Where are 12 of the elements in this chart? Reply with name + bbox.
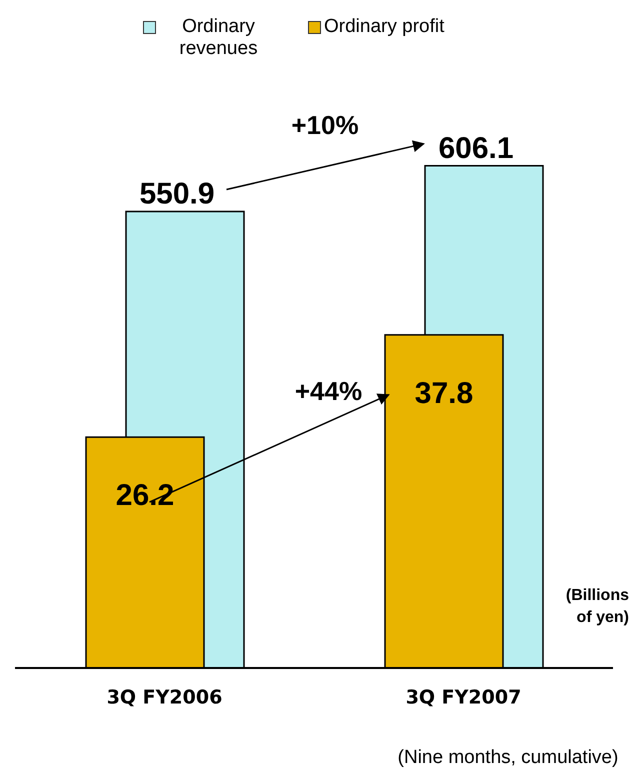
- annotation: +44%: [294, 376, 362, 406]
- text: +10%: [291, 110, 359, 140]
- data-label: 37.8: [414, 376, 474, 410]
- text: (Nine months, cumulative): [398, 747, 618, 768]
- data-label: 606.1: [438, 132, 514, 165]
- annotation: (Billions of yen): [566, 587, 630, 626]
- data-label: 550.9: [139, 178, 215, 211]
- data-label: 26.2: [116, 479, 174, 512]
- x-tick-label: 3Q FY2006: [106, 686, 222, 708]
- x-tick-label: 3Q FY2007: [406, 686, 522, 708]
- legend-label: Ordinary revenues: [178, 16, 259, 60]
- legend-label: Ordinary profit: [324, 16, 444, 38]
